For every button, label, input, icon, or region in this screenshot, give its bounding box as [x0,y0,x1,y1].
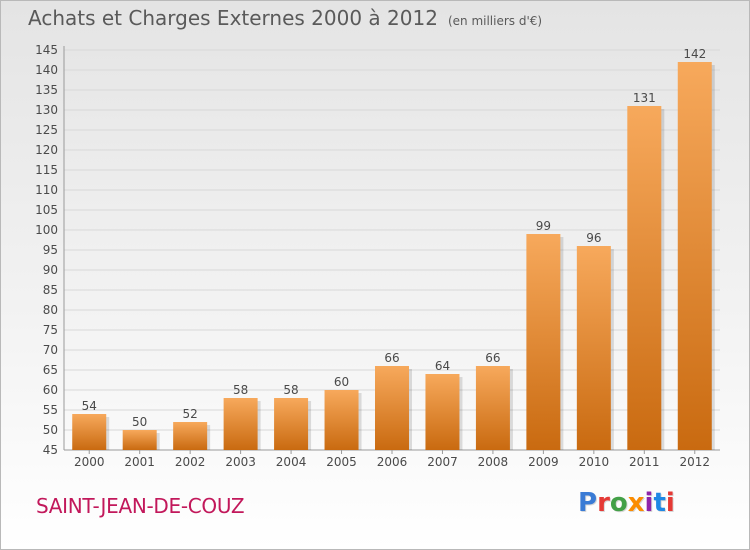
chart-title-text: Achats et Charges Externes 2000 à 2012 [28,6,438,30]
data-label: 58 [233,383,248,397]
bar [475,366,510,450]
y-tick-label: 55 [43,403,58,417]
data-label: 99 [536,219,551,233]
y-tick-label: 100 [35,223,58,237]
bar [122,430,157,450]
y-tick-label: 70 [43,343,58,357]
logo-letter: i [644,488,654,518]
chart-subtitle: (en milliers d'€) [447,14,543,28]
data-label: 52 [183,407,198,421]
bar [173,422,208,450]
proxiti-logo: Proxiti [578,488,675,518]
logo-letter: o [609,488,628,518]
x-tick-label: 2008 [478,455,509,469]
bar [274,398,309,450]
y-tick-label: 75 [43,323,58,337]
bar [526,234,561,450]
y-tick-label: 45 [43,443,58,457]
data-label: 64 [435,359,450,373]
data-label: 96 [586,231,601,245]
x-tick-label: 2009 [528,455,559,469]
x-tick-label: 2001 [124,455,155,469]
bar [324,390,359,450]
bar [375,366,409,450]
y-tick-label: 125 [35,123,58,137]
y-tick-label: 140 [35,63,58,77]
y-tick-label: 60 [43,383,58,397]
x-tick-label: 2002 [175,455,206,469]
axes: 45 50 55 60 65 70 75 80 85 90 95 100 105 110 115 120 125… [35,43,720,469]
x-tick-label: 2003 [225,455,256,469]
logo-letter: P [578,488,598,518]
data-label: 58 [283,383,298,397]
logo-letter: x [627,488,645,518]
x-tick-label: 2011 [629,455,660,469]
y-tick-label: 50 [43,423,58,437]
y-tick-label: 95 [43,243,58,257]
data-label: 60 [334,375,349,389]
y-tick-label: 85 [43,283,58,297]
x-tick-label: 2005 [326,455,357,469]
y-tick-label: 90 [43,263,58,277]
data-label: 54 [82,399,97,413]
x-tick-label: 2012 [679,455,710,469]
y-tick-label: 120 [35,143,58,157]
bar [576,246,611,450]
y-tick-label: 135 [35,83,58,97]
y-tick-label: 115 [35,163,58,177]
x-tick-label: 2007 [427,455,458,469]
x-tick-label: 2004 [276,455,307,469]
y-tick-label: 130 [35,103,58,117]
x-tick-label: 2006 [377,455,408,469]
y-tick-label: 110 [35,183,58,197]
bars [72,62,715,450]
logo-letter: t [653,488,666,518]
data-label: 50 [132,415,147,429]
chart-title: Achats et Charges Externes 2000 à 2012 (e… [28,6,542,30]
data-labels: 54 50 52 58 58 60 66 64 66 99 96 131 142 [82,47,707,429]
bar [72,414,107,450]
logo-letter: i [665,488,675,518]
bar [677,62,712,450]
bar [223,398,258,450]
logo-letter: r [597,488,610,518]
bar [425,374,460,450]
y-tick-label: 145 [35,43,58,57]
y-tick-label: 80 [43,303,58,317]
y-tick-label: 65 [43,363,58,377]
data-label: 142 [683,47,706,61]
x-tick-label: 2010 [579,455,610,469]
data-label: 66 [485,351,500,365]
x-tick-label: 2000 [74,455,105,469]
data-label: 66 [384,351,399,365]
place-name: SAINT-JEAN-DE-COUZ [36,494,245,518]
data-label: 131 [633,91,656,105]
y-tick-label: 105 [35,203,58,217]
bar [627,106,662,450]
